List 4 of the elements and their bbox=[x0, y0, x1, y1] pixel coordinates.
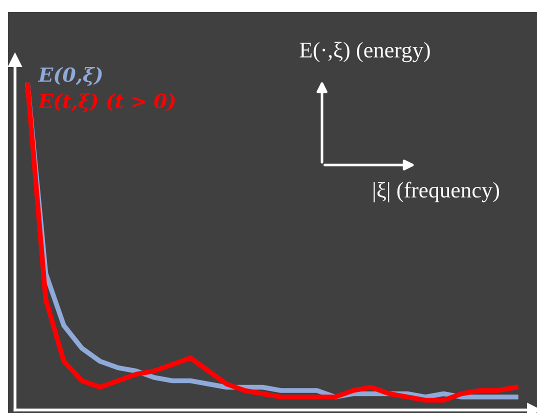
annotation: |ξ| (frequency) bbox=[374, 182, 500, 202]
text: E(·,ξ) (energy) bbox=[300, 42, 430, 62]
series-label: E(t,ξ) (t > 0) bbox=[38, 93, 175, 112]
series-label: E(0,ξ) bbox=[38, 67, 102, 86]
